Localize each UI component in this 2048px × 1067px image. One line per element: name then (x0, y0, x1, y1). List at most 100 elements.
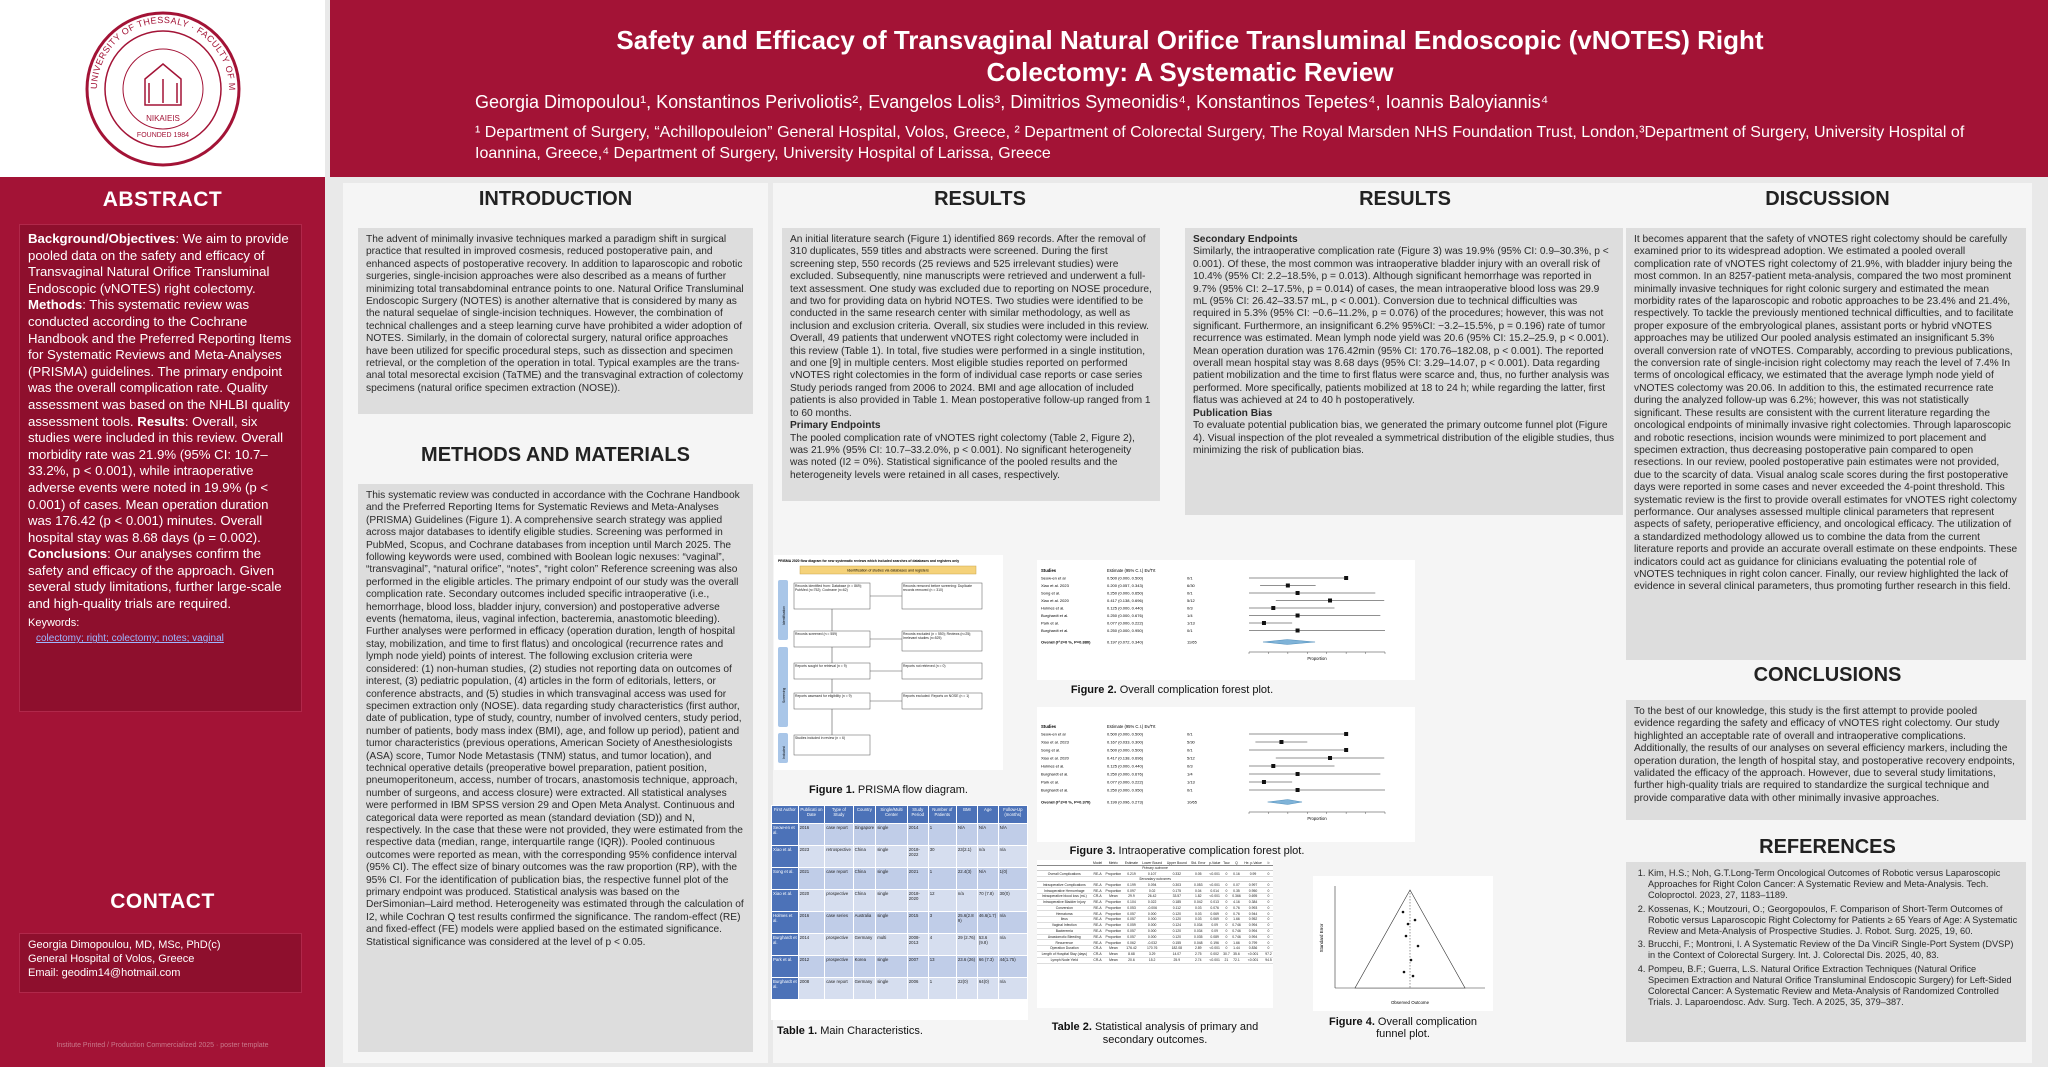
discussion-text: It becomes apparent that the safety of v… (1626, 228, 2026, 660)
table1-cell: 4 (927, 933, 957, 956)
table2-cell: -0.032 (1139, 939, 1165, 947)
table2-cell: 0 (1263, 870, 1273, 878)
table2-cell: 0.952 (1242, 916, 1264, 923)
table1-row: Xiao et al. 2023 retrospective China single 2… (771, 845, 1029, 868)
conclusions-heading: CONCLUSIONS (1753, 664, 1902, 686)
forest-events-label: 6/30 (1187, 583, 1196, 588)
table1-cell: N/A (997, 823, 1029, 846)
table2-cell: Proportion (1103, 939, 1124, 947)
table2-cell: RE-A (1091, 899, 1104, 906)
table1-cell: Korea (852, 955, 877, 978)
forest-study-label: Burghardt et al. (1041, 772, 1068, 777)
forest-study-label: Burghardt et al. (1041, 788, 1068, 793)
contact-email[interactable]: Email: geodim14@hotmail.com (28, 967, 181, 979)
table2-cell: 0.09 (1207, 922, 1222, 929)
table2-cell: 0.057 (1123, 910, 1140, 918)
table2-cell: Mean (1103, 945, 1124, 952)
table2-cell: 15.2 (1139, 957, 1165, 964)
table2-cell: 0.02 (1139, 887, 1165, 894)
forest-events-label: 1/13 (1187, 780, 1196, 785)
table2-cell: Vaginal Infection (1037, 922, 1092, 929)
figure3-forest-plot: Studies Estimate (95% C.I.) Ev/Trt Seow-en… (1037, 707, 1415, 842)
table1-cell: 1 (927, 977, 957, 1000)
figure3-caption: Figure 3. Intraoperative complication fo… (1037, 845, 1337, 857)
table1-cell: case report (824, 867, 854, 890)
table1-cell: China (852, 889, 877, 912)
table2-row: Intraoperative Complications RE-A Proporti… (1037, 881, 1273, 889)
forest-events-label: 5/12 (1187, 598, 1196, 603)
table2-cell: 0.03 (1189, 916, 1208, 923)
table2-cell: 0.944 (1242, 910, 1264, 918)
table1-cell: 2023 (797, 845, 826, 868)
table2-cell: 0.994 (1242, 928, 1264, 935)
logo-founded: FOUNDED 1984 (136, 132, 188, 139)
table1-cell: prospective (824, 933, 854, 956)
forest-study-label: Park et al. (1041, 780, 1059, 785)
table2-row: Conversion RE-A Proportion 0.053 -0.006 0.112… (1037, 905, 1273, 912)
table1-cell: 12 (927, 889, 957, 912)
table2-cell: 0.107 (1139, 870, 1165, 878)
publication-bias-label: Publication Bias (1193, 407, 1273, 419)
table1-cell: Holmes et al. (771, 911, 799, 934)
reference-item: Kim, H.S.; Noh, G.T.Long-Term Oncologica… (1648, 868, 2018, 902)
forest-study-label: Song et al. (1041, 591, 1060, 596)
table2-cell: Conversion (1037, 905, 1092, 912)
table2-cell: 8.68 (1123, 951, 1140, 958)
figure4-caption: Figure 4. Overall complication funnel pl… (1313, 1016, 1493, 1040)
table2-cell: 0.034 (1189, 922, 1208, 929)
table1-cell: Australia (852, 911, 877, 934)
funnel-study-point (1406, 922, 1410, 926)
poster-title-line1: Safety and Efficacy of Transvaginal Natu… (616, 25, 1764, 55)
table1-row: Park et al. 2012 prospective Korea single 200… (771, 955, 1029, 978)
table2-cell: 0 (1221, 893, 1231, 900)
figure4-caption-text: Overall complication funnel plot. (1374, 1016, 1477, 1040)
table1-cell: 22.4(3) (955, 867, 978, 890)
table2-cell: 0 (1221, 899, 1231, 906)
table2-header-cell: p-Value (1207, 860, 1222, 867)
references-heading: REFERENCES (1759, 836, 1896, 858)
table2-cell: 0 (1263, 899, 1273, 906)
table2-cell: 21 (1221, 957, 1231, 964)
table2-header-cell: Q (1230, 860, 1243, 867)
table2-cell: 0.069 (1207, 910, 1222, 918)
table1-cell: 1 (927, 823, 957, 846)
forest-overall-estimate: 0.199 (0.096, 0.273) (1107, 800, 1144, 805)
prisma-flow-diagram: PRISMA 2020 flow diagram for new systema… (774, 555, 1003, 770)
abstract-bg-label: Background/Objectives (28, 231, 176, 246)
table2-cell: 0 (1221, 916, 1231, 923)
table2-cell: <0.001 (1207, 893, 1222, 900)
table2-header-cell: Model (1091, 860, 1104, 867)
table2-cell: 0.097 (1123, 887, 1140, 894)
table2-cell: 0.042 (1189, 899, 1208, 906)
table1-cell: China (852, 867, 877, 890)
table1-cell: multi (875, 933, 908, 956)
forest-point-marker (1328, 598, 1333, 603)
abstract-conclusions-label: Conclusions (28, 546, 108, 562)
table2-cell: 0.746 (1230, 934, 1243, 941)
table1-cell: 66 (7.3) (976, 955, 999, 978)
table2-cell: Anastomotic Bleeding (1037, 934, 1092, 941)
table1-cell: 2020 (797, 889, 826, 912)
poster-title-line2: Colectomy: A Systematic Review (986, 57, 1394, 87)
figure1-label: Figure 1. (809, 784, 855, 796)
table1-cell: Seow-en et al. (771, 823, 799, 846)
table2-header-cell (1037, 860, 1092, 867)
table2-cell: 1.82 (1189, 893, 1208, 900)
table2-cell: 0.950 (1242, 887, 1264, 894)
table2-cell: 97.2 (1263, 951, 1273, 958)
table2-row: Intraoperative blood loss (mL) CR-A Mean 29… (1037, 893, 1273, 900)
table1-caption-text: Main Characteristics. (817, 1025, 923, 1037)
forest-study-label: Holmes et al. (1041, 606, 1064, 611)
forest-events-label: 0/1 (1187, 576, 1193, 581)
table2-cell: 1.66 (1230, 939, 1243, 947)
table2-cell: 0.022 (1139, 899, 1165, 906)
table2-cell: <0.001 (1242, 951, 1264, 958)
table2-cell: 0.120 (1164, 934, 1190, 941)
forest-study-label: Seow-en et al (1041, 576, 1066, 581)
funnel-study-point (1411, 974, 1415, 978)
table2-cell: 0.35 (1230, 887, 1243, 894)
keywords-links[interactable]: colectomy; right; colectomy; notes; vagi… (36, 633, 224, 645)
figure1-caption-text: PRISMA flow diagram. (854, 784, 968, 796)
contact-box: Georgia Dimopoulou, MD, MSc, PhD(c) Gene… (19, 933, 302, 993)
forest-events-label: 0/1 (1187, 591, 1193, 596)
